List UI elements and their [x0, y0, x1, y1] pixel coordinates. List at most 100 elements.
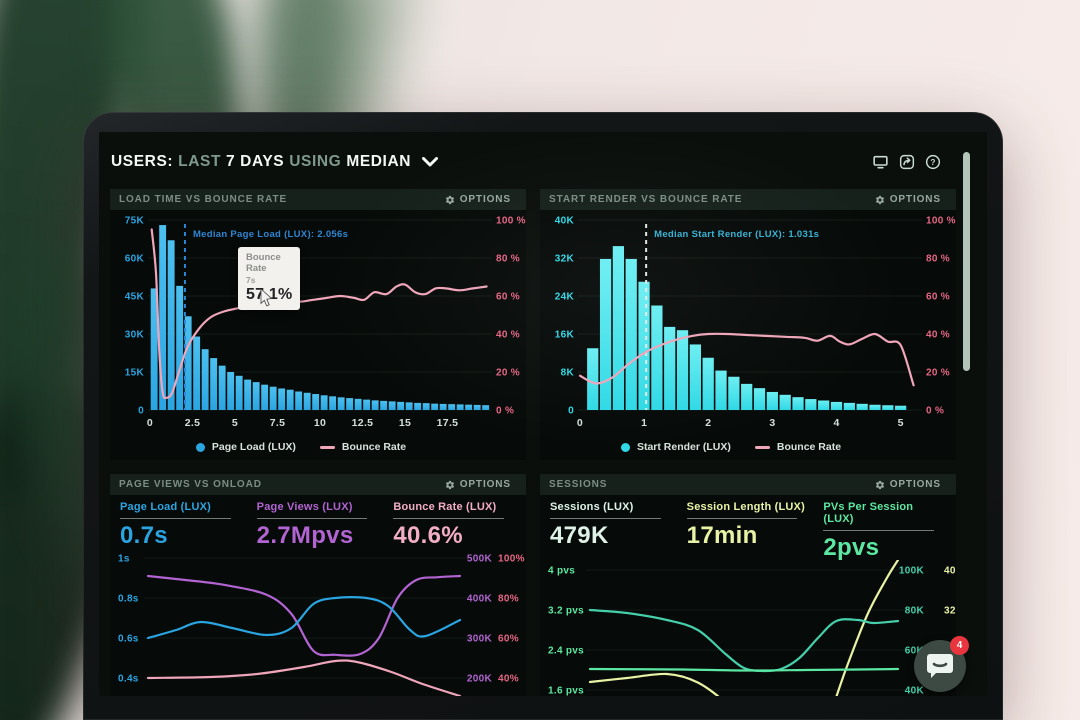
gear-icon: [445, 195, 454, 204]
legend-item[interactable]: Page Load (LUX): [195, 441, 296, 453]
options-button[interactable]: OPTIONS: [869, 478, 947, 491]
gear-icon: [875, 480, 884, 489]
svg-text:1: 1: [641, 417, 647, 429]
help-icon[interactable]: ?: [925, 154, 941, 170]
panel-title: SESSIONS: [549, 479, 608, 490]
svg-text:0: 0: [568, 406, 574, 417]
svg-text:4: 4: [834, 417, 840, 429]
svg-text:32 min: 32 min: [944, 606, 956, 617]
tooltip-x-value: 7s: [246, 275, 256, 285]
metric-value: 0.7s: [120, 522, 168, 549]
metrics-row: Page Load (LUX) 0.7s Page Views (LUX) 2.7Mp…: [110, 495, 526, 548]
svg-text:80 %: 80 %: [926, 254, 950, 265]
svg-text:4 pvs: 4 pvs: [548, 566, 575, 577]
load-time-histogram-chart[interactable]: 75K 100 % 60K 80 % 45K 60 % 30K 40 % 15K 20 % 0 0 %…: [110, 210, 526, 436]
legend-line-marker: [754, 445, 770, 449]
svg-text:60 %: 60 %: [926, 292, 950, 303]
metric: PVs Per Session (LUX) 2pvs: [823, 501, 946, 560]
svg-text:17.5: 17.5: [437, 417, 459, 429]
gear-icon: [875, 195, 884, 204]
options-button[interactable]: OPTIONS: [439, 193, 517, 206]
panel-sessions: SESSIONS OPTIONS Sessions (LUX) 479K Sessi…: [540, 474, 956, 696]
svg-text:20 %: 20 %: [496, 368, 520, 379]
legend-item[interactable]: Bounce Rate: [754, 441, 842, 453]
panel-load-time: LOAD TIME VS BOUNCE RATE OPTIONS 75K 100 …: [110, 189, 526, 460]
svg-text:75K: 75K: [125, 216, 145, 227]
svg-text:400K: 400K: [467, 594, 493, 605]
share-icon[interactable]: [899, 154, 915, 170]
scrollbar-thumb[interactable]: [963, 152, 970, 371]
svg-text:16K: 16K: [555, 330, 575, 341]
svg-text:20 %: 20 %: [926, 368, 950, 379]
options-button[interactable]: OPTIONS: [439, 478, 517, 491]
svg-text:30K: 30K: [125, 330, 145, 341]
panel-header: LOAD TIME VS BOUNCE RATE OPTIONS: [110, 189, 526, 210]
metric-underline: [256, 518, 368, 519]
title-segment: USING: [289, 153, 342, 170]
panel-header: START RENDER VS BOUNCE RATE OPTIONS: [540, 189, 956, 210]
svg-text:5: 5: [232, 417, 238, 429]
panel-start-render: START RENDER VS BOUNCE RATE OPTIONS 40K 1…: [540, 189, 956, 460]
start-render-histogram-chart[interactable]: 40K 100 % 32K 80 % 24K 60 % 16K 40 % 8K 20 % 0 0 % M…: [540, 210, 956, 436]
notification-badge: 4: [950, 636, 969, 655]
metric: Bounce Rate (LUX) 40.6%: [393, 501, 516, 548]
svg-text:8K: 8K: [561, 368, 575, 379]
svg-text:Median Page Load (LUX): 2.056s: Median Page Load (LUX): 2.056s: [193, 229, 348, 240]
metric-label: Bounce Rate (LUX): [393, 501, 497, 513]
chat-support-button[interactable]: 4: [914, 636, 969, 692]
svg-text:0 %: 0 %: [926, 406, 944, 417]
svg-text:0.8s: 0.8s: [118, 594, 139, 605]
metric-underline: [686, 518, 798, 519]
chart-tooltip: Bounce Rate 7s 57.1%: [238, 247, 300, 310]
options-label: OPTIONS: [889, 194, 941, 205]
legend-item[interactable]: Bounce Rate: [319, 441, 407, 453]
metrics-row: Sessions (LUX) 479K Session Length (LUX) 17…: [540, 495, 956, 560]
svg-text:15K: 15K: [125, 368, 145, 379]
svg-text:5: 5: [898, 417, 904, 429]
svg-text:0: 0: [138, 406, 144, 417]
chat-bubble-icon: [927, 654, 953, 678]
metric-label: PVs Per Session (LUX): [823, 501, 914, 525]
svg-text:10: 10: [314, 417, 326, 429]
title-segment: 7 DAYS: [226, 153, 285, 170]
svg-text:45K: 45K: [125, 292, 145, 303]
svg-text:3: 3: [769, 417, 775, 429]
options-button[interactable]: OPTIONS: [869, 193, 947, 206]
svg-text:12.5: 12.5: [352, 417, 374, 429]
page-title: USERS: LAST 7 DAYS USING MEDIAN: [111, 153, 416, 171]
metric: Sessions (LUX) 479K: [550, 501, 673, 560]
display-icon[interactable]: [872, 154, 889, 170]
metric: Page Load (LUX) 0.7s: [120, 501, 243, 548]
chart-legend: Start Render (LUX) Bounce Rate: [540, 438, 922, 456]
legend-label: Page Load (LUX): [211, 441, 296, 453]
svg-text:80 %: 80 %: [496, 254, 520, 265]
svg-text:300K: 300K: [467, 634, 493, 645]
legend-dot-marker: [620, 442, 630, 452]
sessions-line-chart[interactable]: 4 pvs 100K 40 min 3.2 pvs 80K 32 min 2.4 pvs 60…: [540, 560, 956, 696]
legend-line-marker: [319, 445, 335, 449]
svg-text:80K: 80K: [905, 606, 925, 617]
page-views-line-chart[interactable]: 1s 500K 100% 0.8s 400K 80% 0.6s 300K 60% 0.4s 200K…: [110, 548, 526, 696]
metric-label: Page Load (LUX): [120, 501, 212, 513]
metric: Session Length (LUX) 17min: [686, 501, 810, 560]
svg-text:0: 0: [147, 417, 153, 429]
legend-dot-marker: [195, 442, 205, 452]
svg-text:0: 0: [577, 417, 583, 429]
svg-text:200K: 200K: [467, 674, 493, 685]
legend-label: Bounce Rate: [776, 441, 842, 453]
svg-text:100%: 100%: [498, 554, 525, 565]
svg-text:60%: 60%: [498, 634, 519, 645]
svg-text:60 %: 60 %: [496, 292, 520, 303]
svg-text:500K: 500K: [467, 554, 493, 565]
laptop-bezel: USERS: LAST 7 DAYS USING MEDIAN: [83, 112, 1003, 720]
metric-value: 479K: [550, 522, 609, 549]
date-range-dropdown[interactable]: USERS: LAST 7 DAYS USING MEDIAN: [111, 153, 439, 171]
legend-item[interactable]: Start Render (LUX): [620, 441, 731, 453]
legend-label: Bounce Rate: [341, 441, 407, 453]
panel-page-views: PAGE VIEWS VS ONLOAD OPTIONS Page Load (…: [110, 474, 526, 696]
svg-text:32K: 32K: [555, 254, 575, 265]
title-segment: LAST: [178, 153, 222, 170]
chart-legend: Page Load (LUX) Bounce Rate: [110, 438, 492, 456]
gear-icon: [445, 480, 454, 489]
metric-value: 2.7Mpvs: [256, 522, 354, 549]
